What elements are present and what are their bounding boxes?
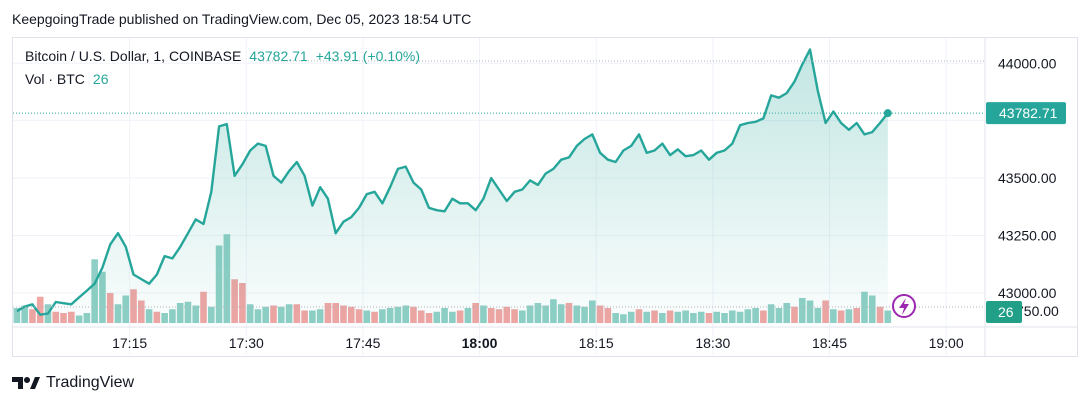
volume-bar <box>36 296 44 323</box>
tradingview-logo-icon <box>12 377 40 389</box>
axes: 44000.00 43500.00 43250.00 43000.00 750.00 43… <box>13 38 1078 357</box>
price-markers <box>13 60 985 318</box>
lightning-icon-glyph <box>899 298 909 315</box>
chart-frame[interactable] <box>12 37 1078 357</box>
footer-brand: TradingView <box>46 374 135 391</box>
legend-last-price: 43782.71 <box>249 48 308 64</box>
last-price-badge-label: 43782.71 <box>999 105 1058 121</box>
last-price-badge <box>986 102 1066 125</box>
price-line <box>16 48 889 316</box>
last-volume-badge-label: 26 <box>998 304 1014 320</box>
price-area <box>16 48 889 325</box>
legend-symbol[interactable]: Bitcoin / U.S. Dollar, 1, COINBASE <box>25 48 242 64</box>
time-tick-label: 18:45 <box>812 335 847 351</box>
legend-symbol-row: Bitcoin / U.S. Dollar, 1, COINBASE 43782.… <box>25 48 420 64</box>
published-caption: KeepgoingTrade published on TradingView.… <box>12 11 472 27</box>
time-tick-label: 18:15 <box>579 335 614 351</box>
time-tick-label: 19:00 <box>929 335 964 351</box>
volume-bar <box>13 308 21 323</box>
price-area-fill <box>16 49 888 325</box>
price-tick-label: 43250.00 <box>998 227 1057 243</box>
tradingview-logo[interactable]: TradingView <box>12 374 134 392</box>
legend-volume-value: 26 <box>92 71 109 87</box>
last-volume-badge <box>986 301 1022 323</box>
time-tick-label: 18:30 <box>695 335 730 351</box>
time-tick-label: 18:00 <box>462 335 498 351</box>
legend-volume-label[interactable]: Vol · BTC <box>25 71 85 87</box>
legend-volume-row: Vol · BTC 26 <box>25 71 108 87</box>
chart-canvas[interactable]: 44000.00 43500.00 43250.00 43000.00 750.00 43… <box>0 0 1090 370</box>
time-tick-label: 17:15 <box>112 335 147 351</box>
time-tick-label: 17:30 <box>229 335 264 351</box>
price-tick-label: 44000.00 <box>998 55 1057 71</box>
last-price-dot <box>883 109 892 118</box>
legend-change: +43.91 (+0.10%) <box>315 48 420 64</box>
price-tick-label-partial: 750.00 <box>1016 303 1059 319</box>
price-tick-label: 43500.00 <box>998 170 1057 186</box>
price-tick-label: 43000.00 <box>998 285 1057 301</box>
time-tick-label: 17:45 <box>345 335 380 351</box>
